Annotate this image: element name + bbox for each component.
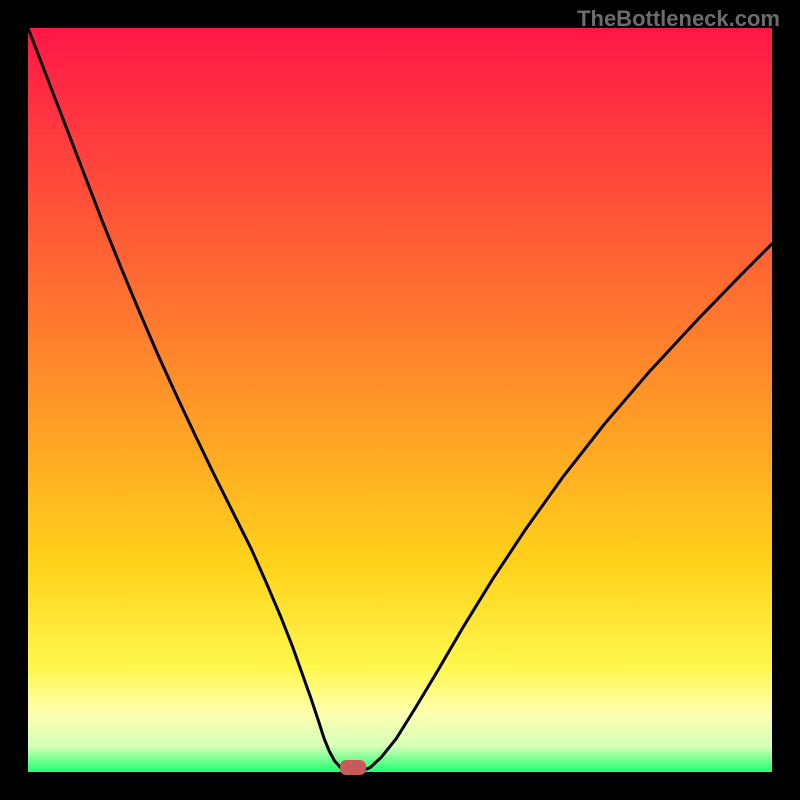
- valley-marker: [340, 760, 366, 775]
- bottleneck-curve: [28, 28, 772, 772]
- plot-area: [28, 28, 772, 772]
- watermark-text: TheBottleneck.com: [577, 6, 780, 32]
- chart-frame: TheBottleneck.com: [0, 0, 800, 800]
